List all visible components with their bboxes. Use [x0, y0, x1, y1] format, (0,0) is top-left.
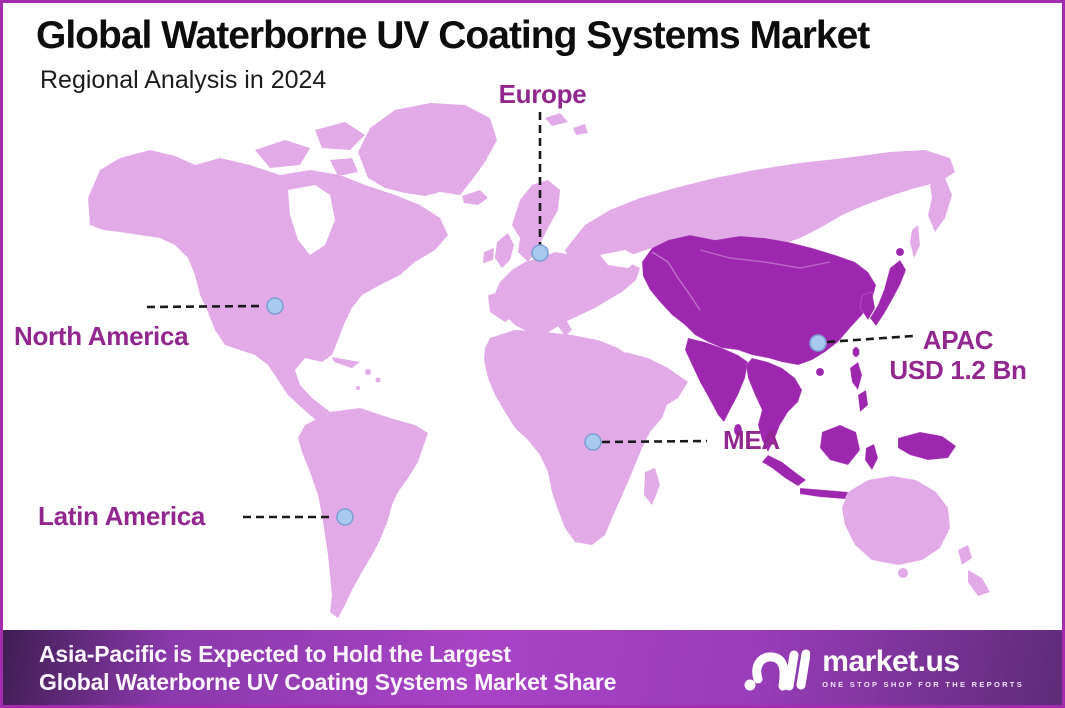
leader-north-america — [146, 304, 264, 309]
marker-mea — [584, 433, 602, 451]
region-label-latin-america: Latin America — [38, 501, 206, 531]
region-label-europe: Europe — [498, 79, 587, 109]
region-label-apac: APAC USD 1.2 Bn — [888, 325, 1028, 385]
marker-europe — [531, 244, 549, 262]
marketus-logo-words: market.us ONE STOP SHOP FOR THE REPORTS — [822, 644, 1024, 689]
marketus-logo-tagline: ONE STOP SHOP FOR THE REPORTS — [822, 679, 1024, 689]
page-subtitle: Regional Analysis in 2024 — [40, 66, 327, 94]
marketus-logo: market.us ONE STOP SHOP FOR THE REPORTS — [744, 641, 1024, 695]
footer-headline-line1: Asia-Pacific is Expected to Hold the Lar… — [39, 640, 511, 667]
footer-headline: Asia-Pacific is Expected to Hold the Lar… — [39, 640, 616, 696]
marketus-logo-text: market.us — [822, 644, 960, 678]
region-value-apac: USD 1.2 Bn — [889, 355, 1027, 385]
region-apac-highlight — [641, 234, 957, 500]
footer-headline-line2: Global Waterborne UV Coating Systems Mar… — [39, 668, 617, 695]
marker-latin-america — [336, 508, 354, 526]
region-label-north-america: North America — [14, 321, 189, 351]
leader-lines — [146, 112, 914, 526]
leader-apac — [826, 334, 914, 344]
footer-banner: Asia-Pacific is Expected to Hold the Lar… — [3, 630, 1062, 705]
leader-mea — [601, 439, 708, 444]
land-light — [88, 103, 990, 618]
marker-north-america — [266, 297, 284, 315]
marketus-logo-icon — [744, 649, 811, 690]
region-label-apac-name: APAC — [922, 325, 994, 355]
page-title: Global Waterborne UV Coating Systems Mar… — [36, 14, 870, 57]
marker-apac — [809, 334, 827, 352]
region-label-mea: MEA — [723, 425, 780, 455]
